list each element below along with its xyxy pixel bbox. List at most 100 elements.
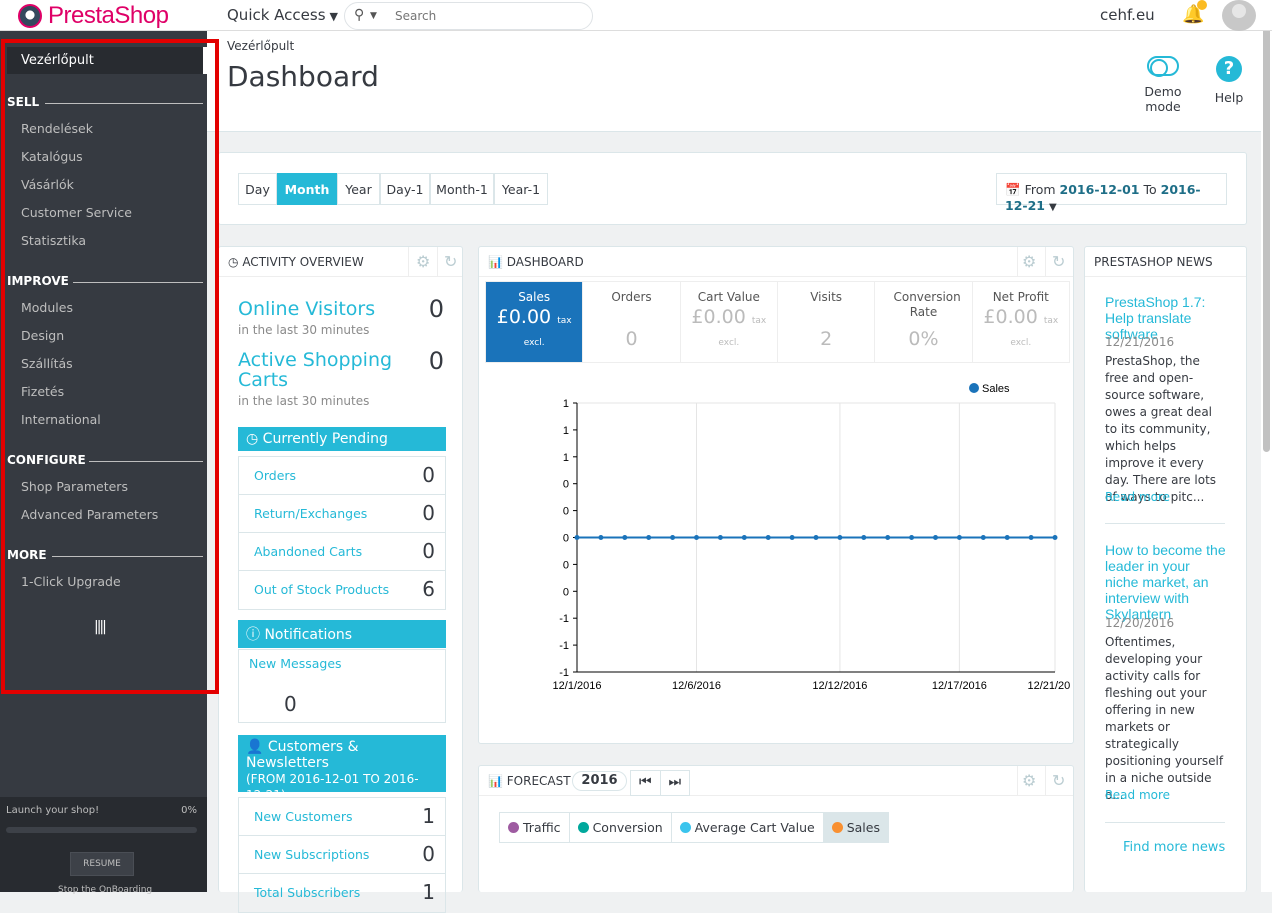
search-icon[interactable]: ⚲: [354, 7, 365, 23]
new-subscriptions-value: 0: [422, 842, 435, 866]
currently-pending-header: ◷ Currently Pending: [238, 427, 446, 451]
kpi-value: £0.00 tax excl.: [983, 306, 1059, 348]
dashboard-panel: 📊 DASHBOARD ⚙ ↻ Sales £0.00 tax excl. Ord…: [478, 246, 1074, 744]
read-more-link-2[interactable]: Read more: [1105, 788, 1171, 802]
new-messages-link[interactable]: New Messages: [249, 656, 342, 671]
onboarding-percent: 0%: [181, 805, 197, 816]
news-date-2: 12/20/2016: [1105, 616, 1175, 630]
list-item[interactable]: Return/Exchanges 0: [239, 495, 445, 533]
breadcrumb[interactable]: Vezérlőpult: [227, 39, 295, 53]
sidebar-item-stats[interactable]: Statisztika: [21, 233, 86, 248]
refresh-icon[interactable]: ↻: [1052, 252, 1066, 271]
shop-link[interactable]: cehf.eu: [1100, 6, 1155, 24]
active-carts-label-line1[interactable]: Active Shopping: [238, 349, 393, 371]
legend-sales[interactable]: Sales: [823, 813, 888, 842]
news-title-1[interactable]: PrestaShop 1.7: Help translate software: [1105, 294, 1206, 342]
stop-onboarding-link[interactable]: Stop the OnBoarding: [58, 885, 153, 895]
kpi-orders[interactable]: Orders 0: [583, 282, 681, 362]
sidebar-item-catalog[interactable]: Katalógus: [21, 149, 83, 164]
kpi-visits[interactable]: Visits 2: [778, 282, 876, 362]
kpi-sales[interactable]: Sales £0.00 tax excl.: [486, 282, 584, 362]
refresh-icon[interactable]: ↻: [1052, 771, 1066, 790]
read-more-link-1[interactable]: Read more: [1105, 490, 1171, 504]
period-year-button[interactable]: Year: [337, 173, 380, 205]
quick-access-dropdown[interactable]: Quick Access ▼: [227, 6, 338, 24]
period-month-button[interactable]: Month: [277, 173, 337, 205]
kpi-label: Net Profit: [992, 290, 1049, 304]
period-year-1-button[interactable]: Year-1: [494, 173, 548, 205]
sales-point: [598, 535, 604, 540]
pending-orders-label: Orders: [254, 468, 297, 483]
dot-icon: [831, 822, 843, 833]
kpi-net-profit[interactable]: Net Profit £0.00 tax excl.: [973, 282, 1069, 362]
demo-mode-toggle[interactable]: Demo mode: [1125, 56, 1201, 114]
list-item[interactable]: Total Subscribers 1: [239, 874, 445, 912]
online-visitors-label[interactable]: Online Visitors: [238, 298, 376, 320]
collapse-menu-icon[interactable]: ||||: [94, 619, 107, 635]
date-range-picker[interactable]: 📅 From 2016-12-01 To 2016-12-21 ▼: [996, 173, 1227, 213]
prestashop-logo[interactable]: PrestaShop: [18, 2, 169, 30]
from-date: 2016-12-01: [1059, 182, 1140, 197]
caret-down-icon: ▼: [1048, 202, 1057, 213]
customers-range: (FROM 2016-12-01 TO 2016-12-21): [246, 772, 419, 802]
legend-average-cart-value[interactable]: Average Cart Value: [672, 813, 824, 842]
period-month-1-button[interactable]: Month-1: [430, 173, 494, 205]
clock-icon: ◷: [246, 431, 259, 447]
page-scrollbar[interactable]: [1261, 12, 1272, 892]
sidebar-item-advanced-parameters[interactable]: Advanced Parameters: [21, 507, 159, 522]
kpi-cart-value[interactable]: Cart Value £0.00 tax excl.: [681, 282, 778, 362]
sidebar-item-payment[interactable]: Fizetés: [21, 384, 65, 399]
period-day-1-button[interactable]: Day-1: [380, 173, 430, 205]
search-input[interactable]: [395, 7, 585, 25]
list-item[interactable]: New Customers 1: [239, 798, 445, 836]
help-button[interactable]: ? Help: [1211, 56, 1247, 105]
sales-point: [741, 535, 747, 540]
legend-traffic[interactable]: Traffic: [500, 813, 570, 842]
list-item[interactable]: Abandoned Carts 0: [239, 533, 445, 571]
previous-year-icon[interactable]: ⏮: [631, 771, 661, 795]
sidebar-item-customers[interactable]: Vásárlók: [21, 177, 74, 192]
list-item[interactable]: New Subscriptions 0: [239, 836, 445, 874]
resume-button[interactable]: RESUME: [70, 852, 134, 876]
gear-icon[interactable]: ⚙: [416, 252, 431, 271]
sidebar-item-dashboard[interactable]: Vezérlőpult: [7, 47, 207, 74]
sidebar-item-modules[interactable]: Modules: [21, 300, 73, 315]
legend-conversion[interactable]: Conversion: [570, 813, 672, 842]
notifications-header: ⓘ Notifications: [238, 620, 446, 648]
pending-returns-label: Return/Exchanges: [254, 506, 368, 521]
period-day-button[interactable]: Day: [238, 173, 277, 205]
sidebar-item-international[interactable]: International: [21, 412, 101, 427]
gear-icon[interactable]: ⚙: [1022, 252, 1037, 271]
kpi-label: Cart Value: [697, 290, 760, 304]
panel-title: FORECAST: [506, 774, 571, 788]
find-more-news-link[interactable]: Find more news: [1123, 840, 1226, 855]
caret-down-icon[interactable]: ▼: [370, 11, 377, 21]
kpi-conversion-rate[interactable]: Conversion Rate 0%: [875, 282, 973, 362]
sidebar-item-shipping[interactable]: Szállítás: [21, 356, 73, 371]
list-item[interactable]: Orders 0: [239, 457, 445, 495]
sidebar-item-one-click-upgrade[interactable]: 1-Click Upgrade: [21, 574, 121, 589]
y-tick-label: -1: [559, 613, 569, 625]
gear-icon[interactable]: ⚙: [1022, 771, 1037, 790]
active-carts-label-line2[interactable]: Carts: [238, 369, 289, 391]
avatar[interactable]: [1222, 0, 1256, 31]
kpi-label: Orders: [611, 290, 652, 304]
sidebar-item-design[interactable]: Design: [21, 328, 65, 343]
clock-icon: ◷: [228, 255, 239, 269]
scrollbar-thumb[interactable]: [1263, 12, 1270, 452]
sales-point: [909, 535, 915, 540]
news-title-2[interactable]: How to become the leader in your niche m…: [1105, 542, 1226, 622]
kpi-value: 0%: [908, 328, 939, 350]
refresh-icon[interactable]: ↻: [444, 252, 458, 271]
news-body-2: Oftentimes, developing your activity cal…: [1105, 635, 1224, 802]
sidebar-item-orders[interactable]: Rendelések: [21, 121, 93, 136]
notifications-bell-icon[interactable]: 🔔: [1182, 0, 1207, 25]
puffin-logo-icon: [18, 4, 42, 28]
sidebar-item-shop-parameters[interactable]: Shop Parameters: [21, 479, 128, 494]
info-icon: ⓘ: [246, 627, 260, 643]
sales-point: [813, 535, 819, 540]
list-item[interactable]: Out of Stock Products 6: [239, 571, 445, 609]
sidebar-item-customer-service[interactable]: Customer Service: [21, 205, 132, 220]
next-year-icon[interactable]: ⏭: [668, 774, 682, 790]
sales-point: [980, 535, 986, 540]
